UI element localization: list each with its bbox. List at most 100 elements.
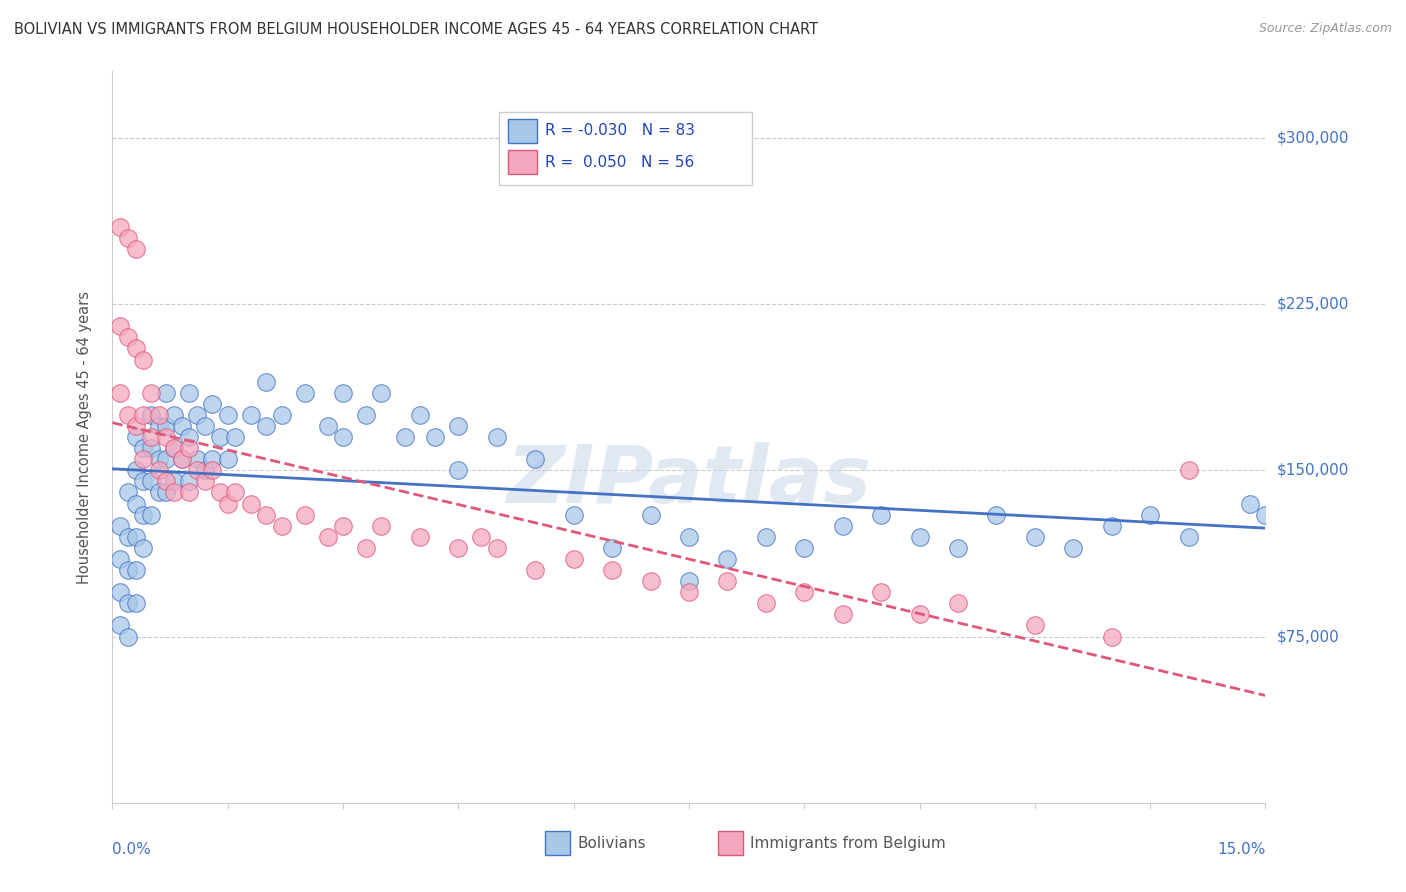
Point [124,497,146,511]
Point [194,419,217,434]
Point [132,441,155,455]
Point [108,585,131,599]
Point [163,441,186,455]
Point [139,508,162,522]
Point [148,463,170,477]
Point [447,541,470,555]
Point [194,475,217,489]
Point [179,441,201,455]
Point [108,319,131,334]
Point [908,607,931,622]
Point [155,430,177,444]
Point [562,552,585,566]
Point [1177,463,1199,477]
Point [209,430,232,444]
Text: $75,000: $75,000 [1277,629,1340,644]
Point [270,408,292,422]
Point [600,563,623,577]
Point [108,385,131,400]
Point [124,463,146,477]
Point [117,330,139,344]
Point [1101,518,1123,533]
Point [678,530,700,544]
Point [254,375,277,389]
Point [108,618,131,632]
Point [1024,530,1046,544]
Point [124,596,146,610]
Point [139,408,162,422]
FancyBboxPatch shape [546,831,571,855]
Point [409,530,432,544]
Text: Immigrants from Belgium: Immigrants from Belgium [749,836,946,851]
Text: 0.0%: 0.0% [112,842,152,856]
Point [186,452,208,467]
Point [201,452,224,467]
Point [1062,541,1084,555]
Point [201,397,224,411]
Point [270,518,292,533]
Point [132,452,155,467]
Point [179,385,201,400]
Point [354,541,377,555]
Point [870,585,893,599]
Point [108,518,131,533]
FancyBboxPatch shape [508,119,537,143]
Point [640,508,662,522]
Point [485,541,508,555]
Point [716,574,738,589]
Point [217,452,239,467]
Text: Source: ZipAtlas.com: Source: ZipAtlas.com [1258,22,1392,36]
Point [224,430,246,444]
Point [332,518,354,533]
Point [124,342,146,356]
Text: Bolivians: Bolivians [576,836,645,851]
Point [485,430,508,444]
Point [148,408,170,422]
Point [870,508,893,522]
Text: R = -0.030   N = 83: R = -0.030 N = 83 [546,123,695,138]
Point [316,530,339,544]
Point [1239,497,1261,511]
Point [124,419,146,434]
Point [447,419,470,434]
Point [155,485,177,500]
Point [124,563,146,577]
Point [1101,630,1123,644]
Point [470,530,492,544]
Point [217,408,239,422]
Text: $150,000: $150,000 [1277,463,1348,478]
Point [332,430,354,444]
Point [124,242,146,256]
Point [217,497,239,511]
Point [179,485,201,500]
Point [600,541,623,555]
Point [163,485,186,500]
Point [716,552,738,566]
Point [224,485,246,500]
Point [370,518,392,533]
Point [117,563,139,577]
Point [155,419,177,434]
Point [254,419,277,434]
FancyBboxPatch shape [499,112,752,185]
Text: $225,000: $225,000 [1277,297,1348,311]
Point [678,574,700,589]
Point [124,430,146,444]
Point [562,508,585,522]
Point [117,230,139,244]
Text: BOLIVIAN VS IMMIGRANTS FROM BELGIUM HOUSEHOLDER INCOME AGES 45 - 64 YEARS CORREL: BOLIVIAN VS IMMIGRANTS FROM BELGIUM HOUS… [14,22,818,37]
Point [793,585,815,599]
Point [316,419,339,434]
Point [155,475,177,489]
Text: 15.0%: 15.0% [1218,842,1265,856]
Point [201,463,224,477]
Point [179,430,201,444]
Point [163,441,186,455]
Point [678,585,700,599]
Point [946,596,969,610]
Point [117,530,139,544]
Point [132,408,155,422]
Point [755,530,778,544]
Point [155,385,177,400]
Point [831,607,853,622]
